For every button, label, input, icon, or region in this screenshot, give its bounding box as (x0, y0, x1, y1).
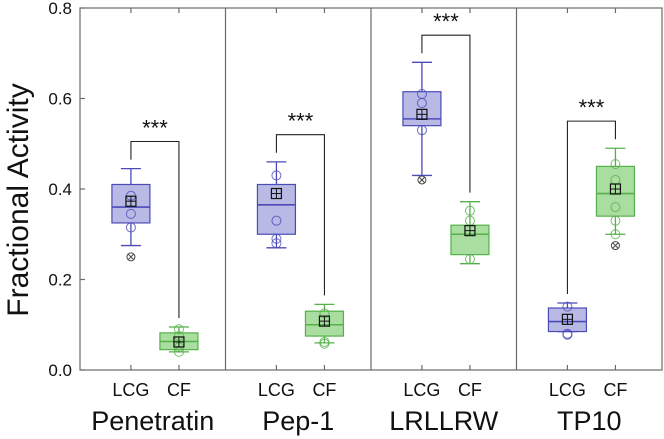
outlier-cross (612, 242, 619, 249)
panel-penetratin: LCG CF Penetratin *** (91, 8, 214, 436)
data-point (271, 170, 282, 181)
category-label: CF (167, 380, 191, 400)
significance-bracket: *** (275, 109, 325, 296)
y-tick-label: 0.4 (48, 180, 72, 199)
box-cf (450, 201, 490, 265)
data-point (125, 208, 136, 219)
group-label: TP10 (557, 406, 622, 436)
category-label: LCG (258, 380, 295, 400)
category-label: CF (603, 380, 627, 400)
significance-label: *** (288, 109, 314, 134)
data-point (464, 205, 475, 216)
panel-pep-1: LCG CF Pep-1 *** (256, 8, 345, 436)
box-lcg (111, 167, 151, 262)
box-cf (159, 324, 199, 357)
significance-bracket: *** (130, 115, 180, 318)
category-label: CF (458, 380, 482, 400)
panel-lrllrw: LCG CF LRLLRW *** (389, 8, 499, 436)
group-label: LRLLRW (389, 406, 499, 436)
box-lcg (256, 161, 297, 249)
box-cf (304, 303, 345, 349)
panel-tp10: LCG CF TP10 *** (547, 8, 636, 436)
data-point (416, 88, 427, 99)
data-point (271, 215, 282, 226)
panels: LCG CF Penetratin *** LCG CF Pep-1 *** LCG CF LRLL… (91, 8, 636, 436)
data-point (610, 159, 621, 170)
data-point (416, 125, 427, 136)
outlier-cross (418, 176, 426, 184)
significance-label: *** (579, 95, 605, 120)
data-point (319, 336, 330, 347)
bracket-line (421, 34, 471, 193)
outlier-cross (127, 253, 135, 261)
data-point (562, 301, 573, 312)
significance-label: *** (142, 115, 168, 140)
bracket-line (566, 120, 616, 294)
iqr-box (402, 91, 442, 127)
data-point (125, 222, 136, 233)
y-tick-label: 0.2 (48, 271, 72, 290)
data-point (271, 238, 282, 249)
y-tick-label: 0.8 (48, 0, 72, 18)
outlier-marker (417, 175, 427, 185)
y-tick-label: 0.0 (48, 361, 72, 380)
significance-bracket: *** (421, 9, 471, 193)
data-point (173, 324, 184, 335)
category-label: LCG (112, 380, 149, 400)
data-point (610, 215, 621, 226)
box-lcg (402, 61, 442, 185)
y-axis-label: Fractional Activity (2, 83, 35, 316)
significance-bracket: *** (566, 95, 616, 294)
group-label: Pep-1 (262, 406, 334, 436)
bracket-line (275, 134, 325, 296)
y-axis: 0.0 0.2 0.4 0.6 0.8 (48, 0, 85, 380)
data-point (562, 328, 573, 339)
group-label: Penetratin (91, 406, 214, 436)
bracket-line (130, 140, 180, 318)
data-point (464, 254, 475, 265)
outlier-marker (126, 252, 136, 262)
category-label: LCG (403, 380, 440, 400)
y-tick-label: 0.6 (48, 90, 72, 109)
significance-label: *** (433, 9, 459, 34)
box-lcg (547, 301, 588, 340)
category-label: CF (312, 380, 336, 400)
box-cf (595, 147, 636, 251)
category-label: LCG (549, 380, 586, 400)
data-point (610, 229, 621, 240)
data-point (271, 233, 282, 244)
data-point (610, 202, 621, 213)
outlier-marker (610, 241, 620, 251)
